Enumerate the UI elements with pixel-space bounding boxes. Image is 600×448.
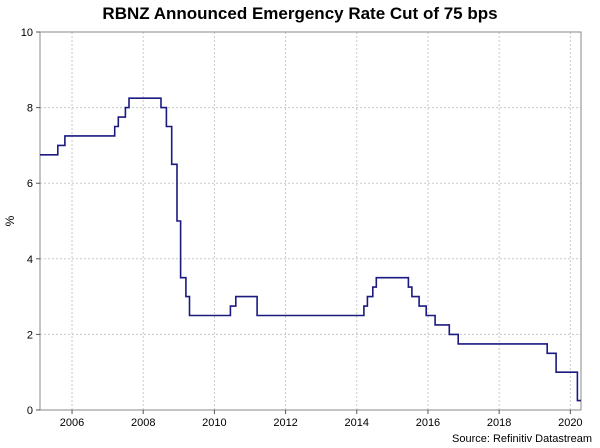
x-tick-label-2016: 2016 [416, 417, 440, 429]
policy-rate-line [40, 97, 581, 402]
x-tick-label-2014: 2014 [345, 417, 369, 429]
tick-layer: 0 2 4 6 8 10 2006 2008 2010 2012 2014 2016 2018 2020 [21, 27, 583, 429]
x-tick-label-2008: 2008 [131, 417, 155, 429]
y-tick-label-0: 0 [27, 405, 33, 417]
x-tick-label-2006: 2006 [60, 417, 84, 429]
chart-title: RBNZ Announced Emergency Rate Cut of 75 … [102, 4, 498, 23]
x-tick-label-2018: 2018 [487, 417, 511, 429]
x-tick-label-2020: 2020 [558, 417, 582, 429]
source-note: Source: Refinitiv Datastream [452, 433, 592, 445]
x-tick-label-2012: 2012 [273, 417, 297, 429]
x-tick-label-2010: 2010 [202, 417, 226, 429]
plot-frame [39, 31, 582, 411]
y-tick-label-2: 2 [27, 329, 33, 341]
y-axis-label: % [3, 215, 17, 226]
y-tick-label-8: 8 [27, 103, 33, 115]
grid-layer [40, 32, 581, 410]
y-tick-label-6: 6 [27, 178, 33, 190]
y-tick-label-10: 10 [21, 27, 33, 39]
y-tick-label-4: 4 [27, 254, 33, 266]
